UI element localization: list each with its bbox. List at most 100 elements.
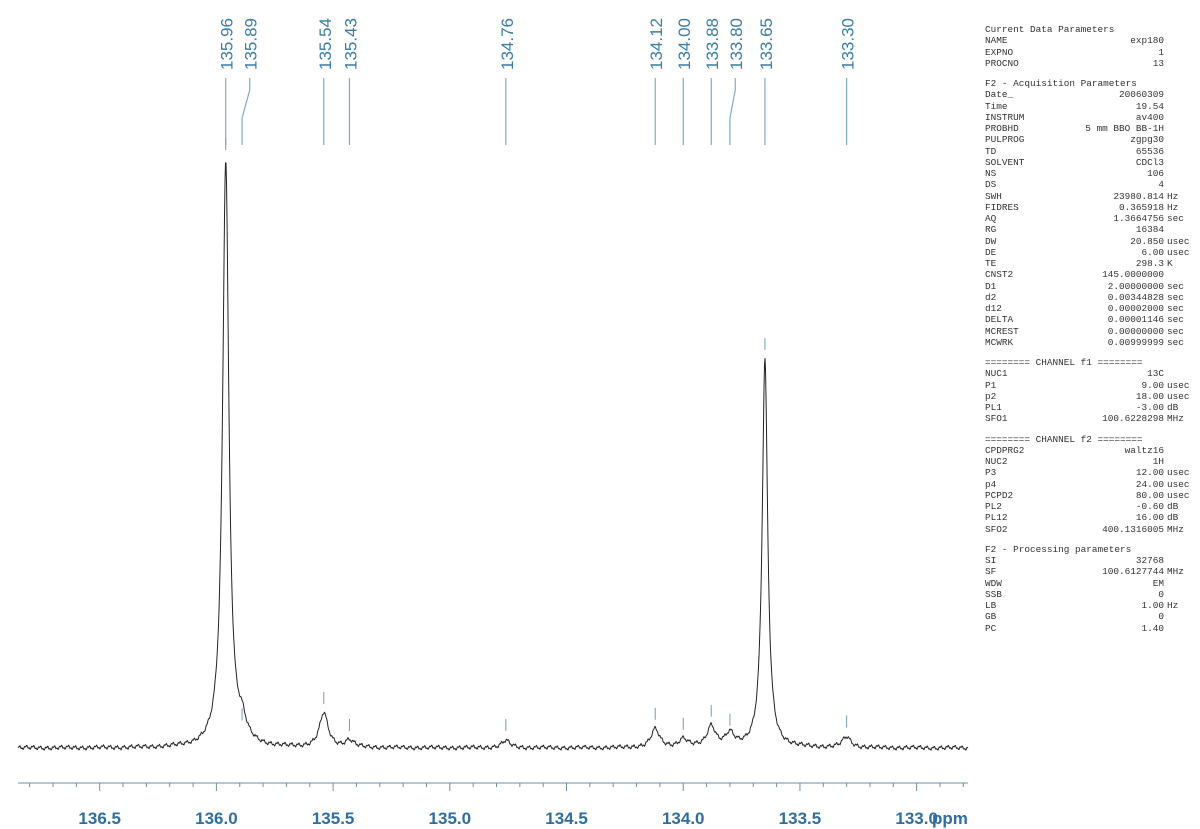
param-key: p2 <box>985 390 997 402</box>
param-unit: sec <box>1167 325 1184 337</box>
param-key: SI <box>985 555 997 566</box>
param-row: DW 20.850 usec <box>985 236 1195 247</box>
param-unit <box>1164 89 1195 100</box>
param-unit <box>1164 157 1195 168</box>
param-row: MCWRK 0.00999999 sec <box>985 337 1195 348</box>
peak-label: 134.12 <box>647 18 666 70</box>
param-key: MCREST <box>985 325 1019 337</box>
param-value: 0.00344828 <box>1107 291 1164 303</box>
param-value: 0.00001146 <box>1107 314 1164 326</box>
param-value: 1.3664756 <box>1113 213 1164 224</box>
param-key: NUC1 <box>985 368 1008 380</box>
param-key: AQ <box>985 213 997 224</box>
x-tick-label: 133.0 <box>895 809 938 828</box>
param-unit: usec <box>1167 478 1190 490</box>
param-key: WDW <box>985 577 1002 589</box>
param-row: PROCNO 13 <box>985 58 1195 69</box>
param-key: DW <box>985 235 997 247</box>
param-key: Time <box>985 100 1008 112</box>
param-unit <box>1164 269 1195 280</box>
param-value: 20060309 <box>1118 89 1164 101</box>
nmr-spectrum-chart: 135.96 135.89 135.54 135.43 134.76 134.12 134.… <box>17 18 969 828</box>
param-row: NS 106 <box>985 168 1195 179</box>
param-row: d2 0.00344828 sec <box>985 292 1195 303</box>
param-key: NS <box>985 168 997 179</box>
param-value: 1 <box>1158 46 1164 58</box>
param-value: 0 <box>1158 611 1164 623</box>
param-value: 4 <box>1158 179 1164 191</box>
param-row: AQ 1.3664756 sec <box>985 213 1195 224</box>
param-unit <box>1164 112 1195 123</box>
param-value: 16.00 <box>1135 512 1164 524</box>
param-value: av400 <box>1135 111 1164 123</box>
param-unit <box>1164 35 1195 46</box>
param-row: PL1 -3.00 dB <box>985 402 1195 413</box>
param-key: RG <box>985 224 997 236</box>
param-key: PL1 <box>985 402 1002 413</box>
param-unit <box>1164 134 1195 145</box>
param-value: 9.00 <box>1141 379 1164 391</box>
param-key: EXPNO <box>985 46 1014 58</box>
param-key: CNST2 <box>985 269 1014 281</box>
param-value: 0.00999999 <box>1107 336 1164 348</box>
param-row: SI 32768 <box>985 555 1195 566</box>
param-value: 24.00 <box>1135 478 1164 490</box>
param-unit <box>1164 623 1195 634</box>
param-unit <box>1164 123 1195 134</box>
peak-label: 134.00 <box>675 18 694 70</box>
channel-f1-parameters: ======== CHANNEL f1 ======== NUC1 13C P1 9.… <box>985 357 1195 425</box>
param-unit: Hz <box>1167 600 1179 611</box>
param-key: TE <box>985 258 997 269</box>
x-tick-label: 134.5 <box>545 809 588 828</box>
section-title: F2 - Processing parameters <box>985 543 1132 555</box>
param-key: d12 <box>985 303 1002 314</box>
param-row: PCPD2 80.00 usec <box>985 490 1195 501</box>
peak-label: 133.65 <box>757 18 776 70</box>
param-unit <box>1164 224 1195 235</box>
param-value: 0.365918 <box>1118 201 1164 213</box>
param-key: SFO2 <box>985 523 1008 535</box>
param-row: RG 16384 <box>985 224 1195 235</box>
peak-label: 135.43 <box>341 18 360 70</box>
param-key: p4 <box>985 478 997 490</box>
param-unit <box>1164 47 1195 58</box>
x-tick-label: 134.0 <box>662 809 705 828</box>
param-row: DE 6.00 usec <box>985 247 1195 258</box>
param-row: Date_ 20060309 <box>985 89 1195 100</box>
param-unit <box>1164 456 1195 467</box>
param-key: SFO1 <box>985 413 1008 425</box>
param-key: GB <box>985 611 997 623</box>
param-key: PCPD2 <box>985 489 1014 501</box>
param-row: MCREST 0.00000000 sec <box>985 326 1195 337</box>
param-unit: usec <box>1167 246 1190 258</box>
param-row: PL12 16.00 dB <box>985 512 1195 523</box>
param-key: TD <box>985 145 997 157</box>
param-value: 106 <box>1147 168 1164 179</box>
param-value: -3.00 <box>1135 402 1164 413</box>
section-title: ======== CHANNEL f2 ======== <box>985 433 1143 445</box>
param-value: -0.60 <box>1135 501 1164 512</box>
param-unit: sec <box>1167 303 1184 314</box>
param-value: 16384 <box>1135 224 1164 236</box>
param-row: Time 19.54 <box>985 101 1195 112</box>
x-tick-label: 136.0 <box>195 809 238 828</box>
param-key: d2 <box>985 291 997 303</box>
param-key: LB <box>985 600 997 611</box>
param-row: CPDPRG2 waltz16 <box>985 445 1195 456</box>
peak-connector <box>241 78 251 145</box>
param-row: INSTRUM av400 <box>985 112 1195 123</box>
param-row: EXPNO 1 <box>985 47 1195 58</box>
param-value: CDCl3 <box>1135 156 1164 168</box>
param-row: PL2 -0.60 dB <box>985 501 1195 512</box>
param-value: 0.00002000 <box>1107 303 1164 314</box>
param-unit: Hz <box>1167 201 1179 213</box>
param-key: D1 <box>985 280 997 292</box>
section-title: F2 - Acquisition Parameters <box>985 78 1137 89</box>
param-row: PROBHD 5 mm BBO BB-1H <box>985 123 1195 134</box>
x-tick-label: 135.5 <box>312 809 355 828</box>
param-row: NAME exp180 <box>985 35 1195 46</box>
param-value: 19.54 <box>1135 100 1164 112</box>
param-key: DS <box>985 179 997 191</box>
param-unit: Hz <box>1167 190 1179 202</box>
param-row: SFO1 100.6228298 MHz <box>985 413 1195 424</box>
